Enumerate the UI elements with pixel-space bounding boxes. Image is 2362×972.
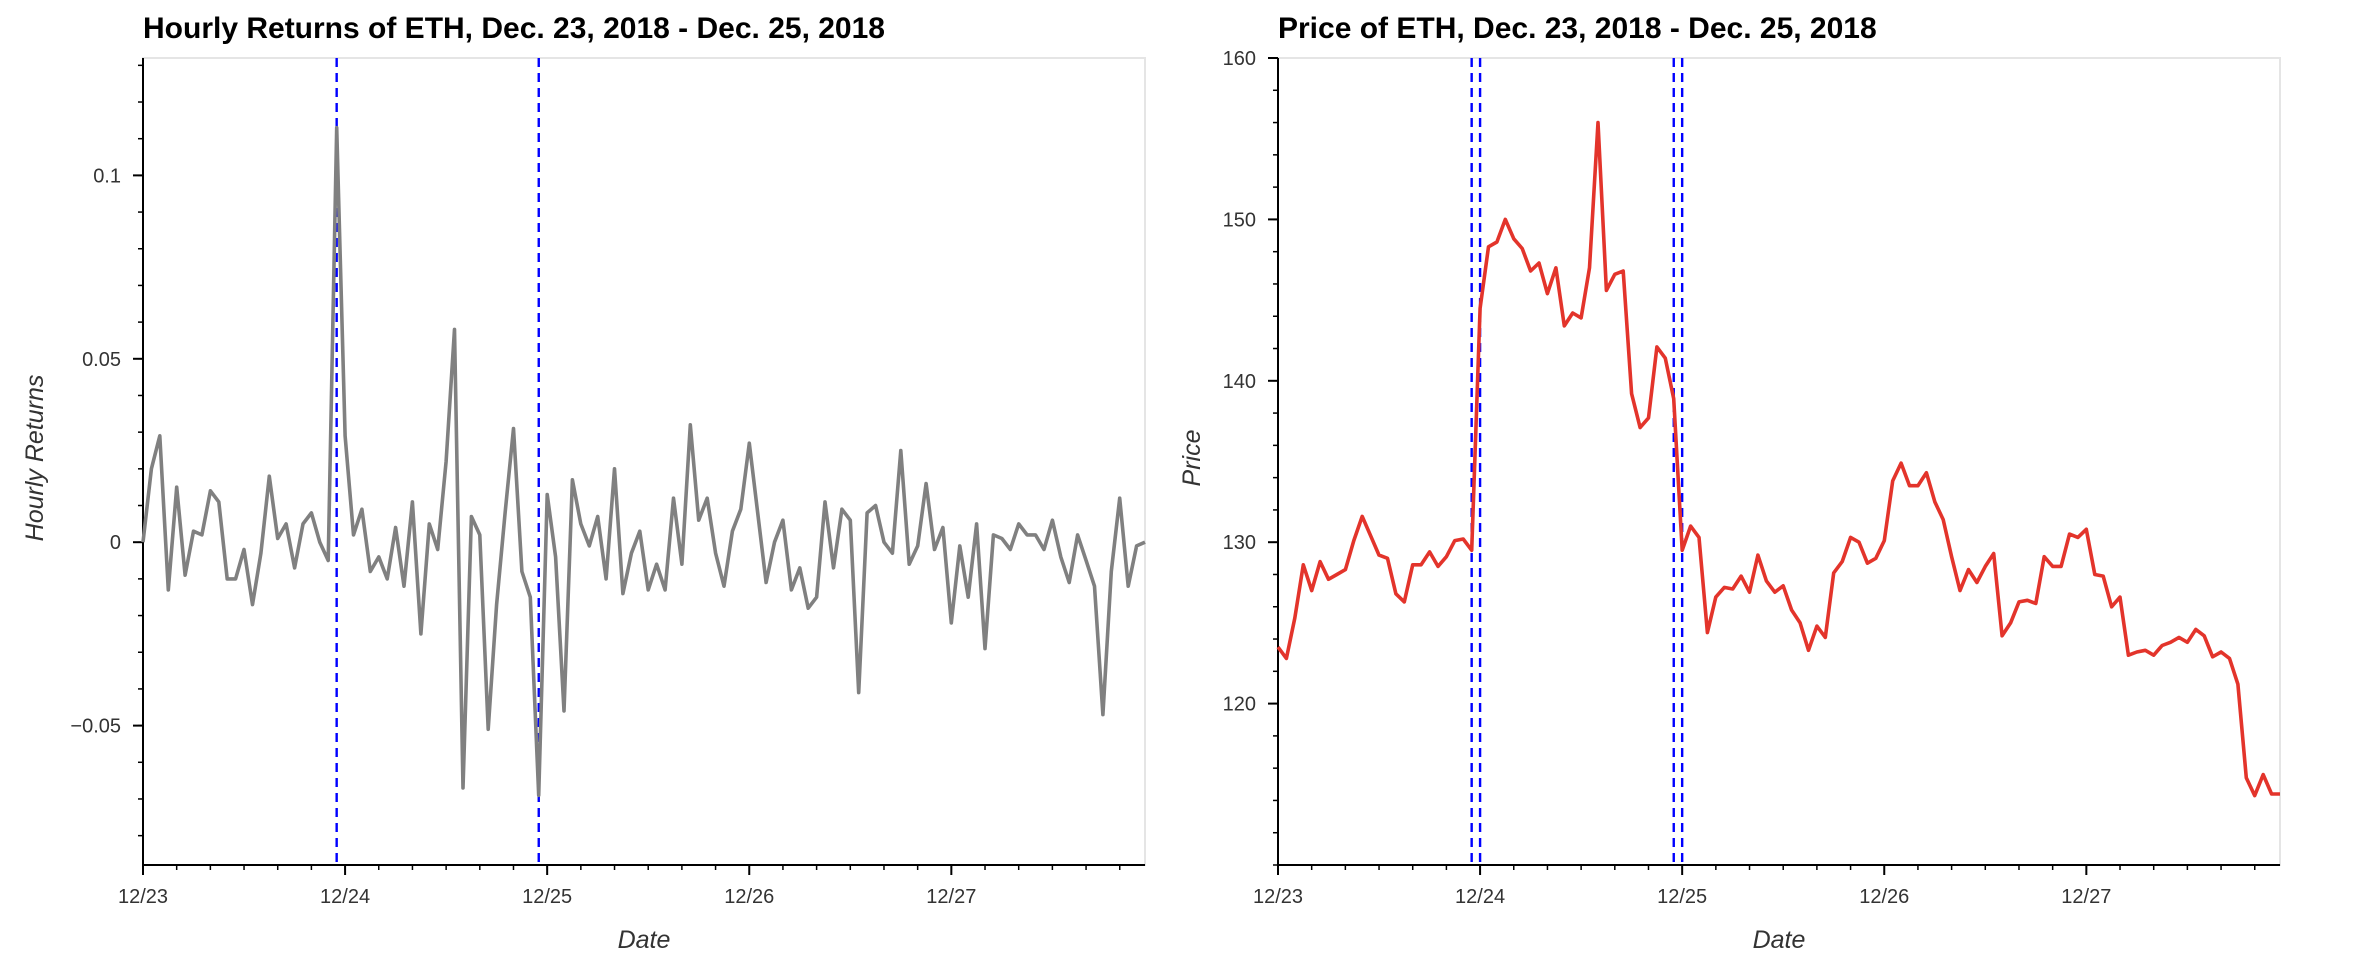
returns-y-tick-label: 0.05 <box>82 349 121 371</box>
price-y-tick-label: 120 <box>1223 694 1256 716</box>
returns-y-tick-label: −0.05 <box>70 716 121 738</box>
returns-x-axis-label: Date <box>618 926 671 954</box>
returns-x-tick-label: 12/23 <box>118 886 168 908</box>
price-x-tick-label: 12/27 <box>2061 886 2111 908</box>
returns-y-axis-label: Hourly Returns <box>21 375 49 542</box>
price-y-tick-label: 140 <box>1223 371 1256 393</box>
returns-series-line <box>141 125 1146 798</box>
price-y-tick-label: 130 <box>1223 532 1256 554</box>
returns-x-tick-label: 12/24 <box>320 886 370 908</box>
price-chart: Price of ETH, Dec. 23, 2018 - Dec. 25, 2… <box>1178 12 2281 954</box>
price-y-tick-label: 160 <box>1223 48 1256 70</box>
price-series-line <box>1276 120 2280 798</box>
returns-chart: Hourly Returns of ETH, Dec. 23, 2018 - D… <box>21 12 1146 954</box>
price-minor-ticks <box>1273 57 2256 870</box>
price-plot-frame <box>1277 57 2281 866</box>
returns-plot-frame <box>142 57 1146 866</box>
price-x-axis-label: Date <box>1753 926 1806 954</box>
price-x-tick-label: 12/25 <box>1657 886 1707 908</box>
returns-x-tick-label: 12/25 <box>522 886 572 908</box>
price-x-tick-label: 12/24 <box>1455 886 1505 908</box>
returns-x-tick-label: 12/26 <box>724 886 774 908</box>
price-x-tick-label: 12/23 <box>1253 886 1303 908</box>
price-y-axis-label: Price <box>1178 430 1206 487</box>
returns-chart-title: Hourly Returns of ETH, Dec. 23, 2018 - D… <box>143 12 885 45</box>
price-chart-title: Price of ETH, Dec. 23, 2018 - Dec. 25, 2… <box>1278 12 1877 45</box>
returns-x-tick-label: 12/27 <box>926 886 976 908</box>
returns-y-tick-label: 0.1 <box>93 165 121 187</box>
price-event-lines <box>1470 58 1684 865</box>
price-x-tick-label: 12/26 <box>1859 886 1909 908</box>
returns-ticks: −0.05 0 0.05 0.1 12/23 12/24 12/25 12/26 12/27 <box>70 165 976 908</box>
price-y-tick-label: 150 <box>1223 209 1256 231</box>
returns-y-tick-label: 0 <box>110 532 121 554</box>
returns-minor-ticks <box>138 64 1121 870</box>
price-ticks: 120 130 140 150 160 12/23 12/24 12/25 12/26 12/27 <box>1223 48 2112 908</box>
